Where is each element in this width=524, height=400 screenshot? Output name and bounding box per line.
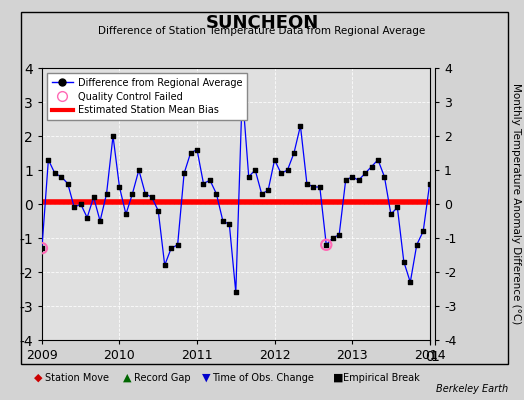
Point [322,242,331,248]
Point [374,156,382,163]
Point [400,259,408,265]
Point [44,156,52,163]
Point [96,218,104,224]
Point [251,167,259,173]
Point [309,184,318,190]
Point [173,242,182,248]
Text: ■: ■ [333,373,343,383]
Point [128,191,137,197]
Point [135,167,143,173]
Point [232,289,240,296]
Point [238,89,246,95]
Point [445,174,453,180]
Point [102,191,111,197]
Point [412,242,421,248]
Point [141,191,149,197]
Text: Berkeley Earth: Berkeley Earth [436,384,508,394]
Point [458,174,466,180]
Point [225,221,234,228]
Point [283,167,292,173]
Point [342,177,350,183]
Point [212,191,221,197]
Point [367,163,376,170]
Point [484,214,492,221]
Point [354,177,363,183]
Text: Monthly Temperature Anomaly Difference (°C): Monthly Temperature Anomaly Difference (… [511,83,521,325]
Point [109,133,117,139]
Point [329,235,337,241]
Point [206,177,214,183]
Point [490,221,498,228]
Point [154,208,162,214]
Point [380,174,389,180]
Point [83,214,91,221]
Point [57,174,66,180]
Point [70,204,79,210]
Point [115,184,124,190]
Point [264,187,272,194]
Point [219,218,227,224]
Point [425,180,434,187]
Point [464,198,473,204]
Point [497,218,505,224]
Point [38,245,46,251]
Point [348,174,356,180]
Text: Station Move: Station Move [45,373,108,383]
Point [432,184,440,190]
Point [419,228,428,234]
Point [193,146,201,153]
Text: ▲: ▲ [123,373,132,383]
Point [199,180,208,187]
Point [406,279,414,286]
Point [303,180,311,187]
Text: Record Gap: Record Gap [134,373,190,383]
Point [160,262,169,268]
Text: Time of Obs. Change: Time of Obs. Change [212,373,314,383]
Point [361,170,369,177]
Text: Empirical Break: Empirical Break [343,373,420,383]
Point [63,180,72,187]
Point [335,231,343,238]
Point [296,122,304,129]
Point [290,150,298,156]
Point [90,194,98,200]
Text: SUNCHEON: SUNCHEON [205,14,319,32]
Point [471,204,479,210]
Point [439,177,447,183]
Point [477,201,486,207]
Point [270,156,279,163]
Point [77,201,85,207]
Point [451,130,460,136]
Point [322,242,331,248]
Point [277,170,285,177]
Point [315,184,324,190]
Point [257,191,266,197]
Text: ▼: ▼ [202,373,210,383]
Text: ◆: ◆ [34,373,42,383]
Point [187,150,195,156]
Point [38,245,46,251]
Point [387,211,395,218]
Point [148,194,156,200]
Point [245,174,253,180]
Point [122,211,130,218]
Point [180,170,188,177]
Point [51,170,59,177]
Point [167,245,176,251]
Point [393,204,401,210]
Text: Difference of Station Temperature Data from Regional Average: Difference of Station Temperature Data f… [99,26,425,36]
Legend: Difference from Regional Average, Quality Control Failed, Estimated Station Mean: Difference from Regional Average, Qualit… [47,73,247,120]
